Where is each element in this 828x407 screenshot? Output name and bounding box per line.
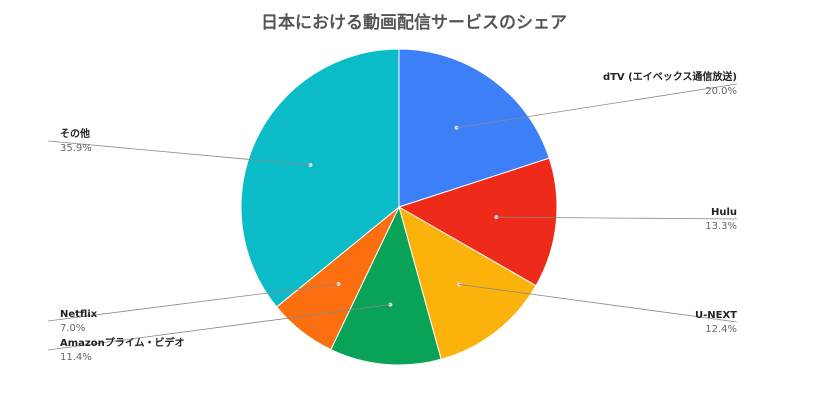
slice-label-5: その他 xyxy=(60,127,90,140)
slice-percent-5: 35.9% xyxy=(60,143,92,154)
slice-percent-0: 20.0% xyxy=(705,86,737,97)
slice-percent-1: 13.3% xyxy=(705,221,737,232)
leader-line-0 xyxy=(456,83,738,129)
chart-title: 日本における動画配信サービスのシェア xyxy=(261,13,567,33)
slice-percent-3: 11.4% xyxy=(60,352,92,363)
slice-label-1: Hulu xyxy=(711,207,737,218)
slice-label-2: U-NEXT xyxy=(695,310,737,321)
slice-percent-2: 12.4% xyxy=(705,324,737,335)
leader-line-2 xyxy=(458,284,738,323)
slice-label-3: Amazonプライム・ビデオ xyxy=(60,336,185,349)
pie-slice-1 xyxy=(397,157,558,287)
leader-line-1 xyxy=(496,216,738,220)
leader-line-4 xyxy=(47,283,339,322)
slice-label-4: Netflix xyxy=(60,309,98,320)
pie-slice-2 xyxy=(398,205,537,360)
leader-line-5 xyxy=(47,140,311,166)
slice-percent-4: 7.0% xyxy=(60,323,85,334)
pie-slice-3 xyxy=(330,205,442,366)
leader-line-3 xyxy=(47,304,391,351)
pie-slice-0 xyxy=(398,48,550,208)
slice-label-0: dTV (エイベックス通信放送) xyxy=(603,70,737,83)
pie-slice-5 xyxy=(240,48,400,308)
